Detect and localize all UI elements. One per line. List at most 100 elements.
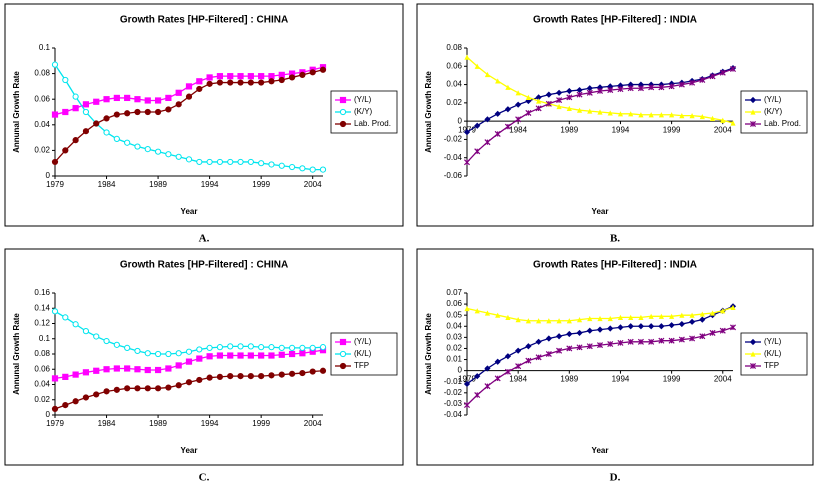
marker (596, 342, 604, 349)
y-tick-label: 0 (458, 366, 463, 375)
marker (113, 386, 120, 393)
marker (124, 344, 131, 351)
y-tick-label: 0.02 (446, 98, 462, 107)
legend-label: (Y/L) (764, 337, 782, 346)
y-tick-label: 0.1 (39, 43, 51, 52)
marker (535, 338, 542, 345)
marker (247, 352, 254, 359)
marker (607, 315, 613, 322)
marker (216, 158, 224, 166)
y-tick-label: -0.06 (444, 171, 463, 180)
marker (617, 324, 624, 331)
marker (134, 108, 141, 116)
marker (124, 385, 131, 392)
marker (556, 318, 562, 324)
panel-label: D. (610, 472, 621, 484)
marker (82, 108, 90, 116)
marker (607, 325, 614, 332)
marker (658, 313, 664, 319)
marker (648, 313, 654, 319)
marker (627, 81, 634, 88)
marker (165, 106, 172, 113)
marker (678, 320, 685, 328)
y-tick-label: 0.04 (446, 80, 462, 89)
x-tick-label: 1979 (46, 419, 64, 428)
marker (268, 161, 275, 168)
legend-marker (339, 120, 347, 128)
marker (494, 358, 501, 365)
marker (144, 385, 151, 392)
marker (124, 110, 131, 117)
marker (154, 350, 162, 358)
marker (154, 366, 162, 374)
marker (185, 348, 193, 355)
marker (586, 343, 593, 350)
marker (113, 94, 120, 102)
marker (113, 365, 120, 372)
marker (474, 148, 481, 155)
marker (309, 368, 316, 375)
marker (586, 327, 593, 334)
marker (720, 117, 726, 123)
marker (93, 120, 100, 127)
marker (237, 352, 244, 359)
marker (566, 330, 573, 338)
x-tick-label: 1989 (560, 375, 578, 384)
marker (729, 66, 737, 73)
marker (709, 310, 716, 316)
marker (196, 158, 203, 166)
x-tick-label: 1979 (46, 180, 64, 189)
marker (566, 318, 572, 324)
marker (175, 350, 182, 357)
marker (62, 401, 69, 409)
y-tick-label: 0.08 (34, 349, 50, 358)
marker (154, 97, 162, 104)
marker (679, 312, 685, 318)
marker (566, 345, 573, 352)
marker (62, 108, 69, 116)
y-tick-label: 0.04 (446, 321, 462, 330)
panel-label: B. (610, 233, 620, 245)
marker (617, 314, 624, 320)
marker (216, 352, 224, 359)
marker (154, 148, 162, 155)
marker (463, 159, 471, 166)
marker (699, 113, 705, 120)
marker (258, 160, 265, 167)
marker (319, 367, 327, 374)
marker (587, 315, 593, 322)
marker (299, 71, 306, 78)
marker (607, 340, 614, 348)
y-tick-label: 0 (46, 171, 51, 180)
y-tick-label: 0.1 (39, 334, 51, 343)
marker (51, 158, 59, 166)
marker (648, 84, 655, 91)
marker (62, 76, 69, 84)
marker (627, 323, 634, 330)
marker (227, 373, 234, 380)
x-tick-label: 1989 (149, 419, 167, 428)
marker (247, 373, 254, 380)
marker (93, 391, 100, 398)
marker (268, 78, 275, 85)
marker (278, 162, 285, 169)
marker (237, 73, 244, 80)
y-tick-label: 0.14 (34, 303, 50, 312)
marker (175, 382, 182, 389)
marker (113, 135, 120, 142)
marker (51, 375, 59, 382)
marker (237, 343, 244, 350)
marker (535, 94, 542, 101)
marker (309, 166, 316, 173)
marker (474, 373, 481, 380)
marker (730, 120, 736, 126)
marker (309, 344, 316, 351)
marker (515, 116, 522, 123)
marker (62, 314, 69, 321)
marker (607, 110, 613, 116)
marker (278, 76, 285, 84)
y-tick-label: -0.03 (444, 399, 463, 408)
legend-label: (K/Y) (764, 107, 783, 116)
x-tick-label: 1994 (612, 375, 630, 384)
marker (484, 71, 491, 78)
